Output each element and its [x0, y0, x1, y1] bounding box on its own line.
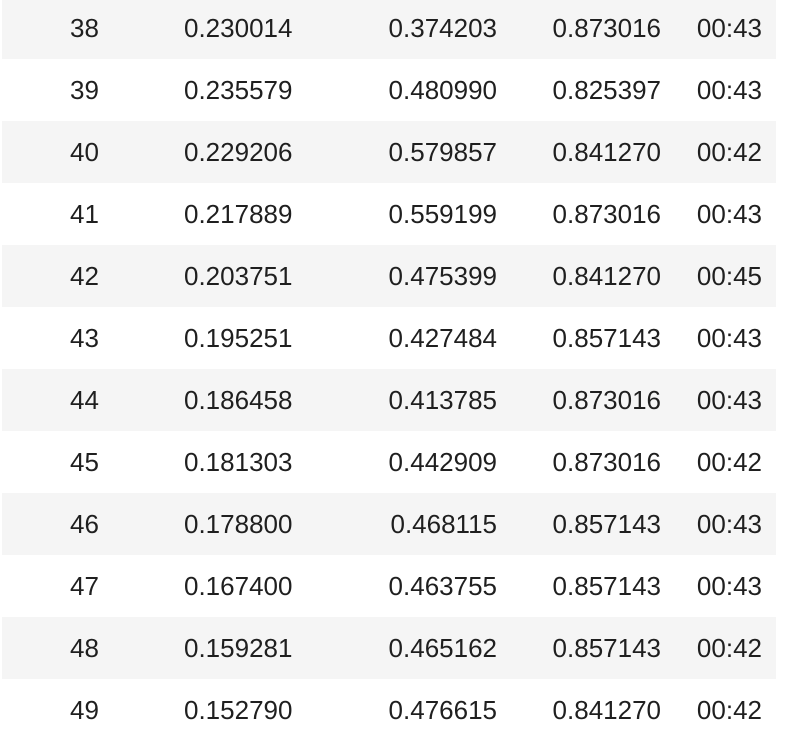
table-row: 48 0.159281 0.465162 0.857143 00:42 — [2, 617, 776, 679]
train-loss-cell: 0.152790 — [184, 695, 293, 725]
table-row: 47 0.167400 0.463755 0.857143 00:43 — [2, 555, 776, 617]
table-row: 42 0.203751 0.475399 0.841270 00:45 — [2, 245, 776, 307]
epoch-cell: 49 — [70, 695, 99, 725]
table-row: 46 0.178800 0.468115 0.857143 00:43 — [2, 493, 776, 555]
accuracy-cell: 0.841270 — [552, 695, 661, 725]
accuracy-cell: 0.873016 — [552, 447, 661, 477]
train-loss-cell: 0.186458 — [184, 385, 293, 415]
accuracy-cell: 0.857143 — [552, 509, 661, 539]
valid-loss-cell: 0.374203 — [388, 13, 497, 43]
time-cell: 00:43 — [696, 323, 762, 353]
time-cell: 00:42 — [696, 447, 762, 477]
train-loss-cell: 0.229206 — [184, 137, 293, 167]
epoch-cell: 38 — [70, 13, 99, 43]
accuracy-cell: 0.857143 — [552, 633, 661, 663]
accuracy-cell: 0.841270 — [552, 137, 661, 167]
accuracy-cell: 0.873016 — [552, 13, 661, 43]
valid-loss-cell: 0.480990 — [388, 75, 497, 105]
accuracy-cell: 0.873016 — [552, 385, 661, 415]
valid-loss-cell: 0.559199 — [388, 199, 497, 229]
valid-loss-cell: 0.465162 — [388, 633, 497, 663]
valid-loss-cell: 0.413785 — [388, 385, 497, 415]
table-row: 39 0.235579 0.480990 0.825397 00:43 — [2, 59, 776, 121]
accuracy-cell: 0.873016 — [552, 199, 661, 229]
train-loss-cell: 0.195251 — [184, 323, 293, 353]
time-cell: 00:42 — [696, 695, 762, 725]
train-loss-cell: 0.159281 — [184, 633, 293, 663]
train-loss-cell: 0.235579 — [184, 75, 293, 105]
train-loss-cell: 0.230014 — [184, 13, 293, 43]
table-row: 43 0.195251 0.427484 0.857143 00:43 — [2, 307, 776, 369]
epoch-cell: 40 — [70, 137, 99, 167]
epoch-cell: 42 — [70, 261, 99, 291]
time-cell: 00:43 — [696, 199, 762, 229]
epoch-cell: 41 — [70, 199, 99, 229]
train-loss-cell: 0.217889 — [184, 199, 293, 229]
time-cell: 00:43 — [696, 509, 762, 539]
accuracy-cell: 0.825397 — [552, 75, 661, 105]
train-loss-cell: 0.178800 — [184, 509, 293, 539]
table-row: 49 0.152790 0.476615 0.841270 00:42 — [2, 679, 776, 741]
table-row: 38 0.230014 0.374203 0.873016 00:43 — [2, 0, 776, 59]
valid-loss-cell: 0.475399 — [388, 261, 497, 291]
valid-loss-cell: 0.468115 — [390, 509, 497, 539]
time-cell: 00:43 — [696, 75, 762, 105]
time-cell: 00:43 — [696, 385, 762, 415]
valid-loss-cell: 0.476615 — [388, 695, 497, 725]
table-row: 45 0.181303 0.442909 0.873016 00:42 — [2, 431, 776, 493]
table-row: 44 0.186458 0.413785 0.873016 00:43 — [2, 369, 776, 431]
train-loss-cell: 0.167400 — [184, 571, 293, 601]
epoch-cell: 44 — [70, 385, 99, 415]
time-cell: 00:42 — [696, 137, 762, 167]
accuracy-cell: 0.857143 — [552, 571, 661, 601]
table-row: 41 0.217889 0.559199 0.873016 00:43 — [2, 183, 776, 245]
accuracy-cell: 0.857143 — [552, 323, 661, 353]
valid-loss-cell: 0.579857 — [388, 137, 497, 167]
epoch-cell: 43 — [70, 323, 99, 353]
valid-loss-cell: 0.442909 — [388, 447, 497, 477]
train-loss-cell: 0.181303 — [184, 447, 293, 477]
epoch-cell: 46 — [70, 509, 99, 539]
time-cell: 00:43 — [696, 13, 762, 43]
train-loss-cell: 0.203751 — [184, 261, 293, 291]
epoch-cell: 47 — [70, 571, 99, 601]
epoch-cell: 45 — [70, 447, 99, 477]
table-row: 40 0.229206 0.579857 0.841270 00:42 — [2, 121, 776, 183]
time-cell: 00:42 — [696, 633, 762, 663]
valid-loss-cell: 0.463755 — [388, 571, 497, 601]
time-cell: 00:43 — [696, 571, 762, 601]
epoch-cell: 48 — [70, 633, 99, 663]
epoch-cell: 39 — [70, 75, 99, 105]
valid-loss-cell: 0.427484 — [388, 323, 497, 353]
time-cell: 00:45 — [696, 261, 762, 291]
accuracy-cell: 0.841270 — [552, 261, 661, 291]
